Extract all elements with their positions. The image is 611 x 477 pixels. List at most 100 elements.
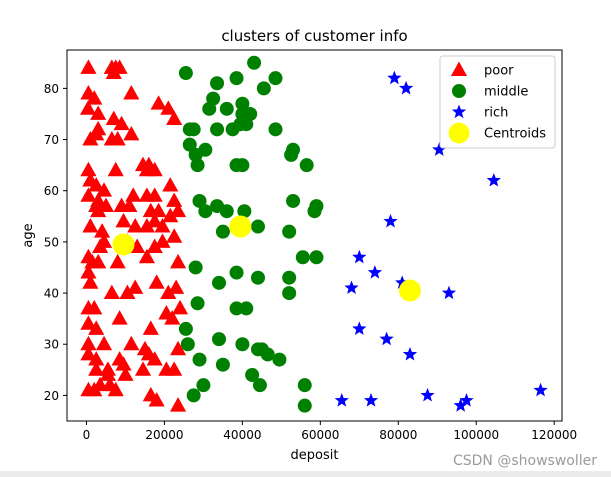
point-middle-2 xyxy=(229,71,244,86)
point-middle-61 xyxy=(252,378,267,393)
point-middle-18 xyxy=(268,122,283,137)
point-middle-8 xyxy=(219,101,234,116)
point-middle-43 xyxy=(309,250,324,265)
point-middle-60 xyxy=(245,367,260,382)
point-poor-70 xyxy=(127,279,144,294)
point-poor-47 xyxy=(94,223,111,238)
point-rich-11 xyxy=(379,331,394,346)
point-poor-83 xyxy=(80,335,97,351)
point-poor-19 xyxy=(160,100,177,115)
point-middle-7 xyxy=(206,91,221,106)
legend-marker-middle xyxy=(452,84,466,98)
y-axis-ticks: 20 30 40 50 60 70 80 xyxy=(44,82,67,403)
point-middle-4 xyxy=(268,71,283,86)
watermark: CSDN @showswoller xyxy=(452,453,597,469)
x-tick-label: 40000 xyxy=(223,428,261,442)
point-poor-84 xyxy=(95,335,113,351)
chart-title: clusters of customer info xyxy=(221,27,407,45)
point-rich-9 xyxy=(441,285,457,300)
point-middle-50 xyxy=(178,321,193,336)
point-middle-58 xyxy=(192,352,207,367)
point-middle-28 xyxy=(192,193,207,208)
y-tick-label: 80 xyxy=(44,82,59,96)
y-tick-label: 20 xyxy=(44,389,59,403)
y-tick-label: 60 xyxy=(44,184,59,198)
point-poor-17 xyxy=(123,125,140,141)
point-rich-6 xyxy=(367,265,383,279)
x-tick-label: 100000 xyxy=(453,428,499,442)
point-poor-103 xyxy=(99,366,117,381)
point-middle-13 xyxy=(186,122,201,137)
point-poor-69 xyxy=(119,284,136,300)
point-centroids-0 xyxy=(112,233,135,256)
point-centroids-2 xyxy=(398,279,421,302)
point-poor-107 xyxy=(148,392,165,407)
point-poor-105 xyxy=(107,381,124,397)
point-centroids-1 xyxy=(229,215,252,238)
point-middle-56 xyxy=(272,352,287,367)
y-tick-label: 50 xyxy=(44,235,59,249)
point-poor-37 xyxy=(125,187,142,202)
point-middle-9 xyxy=(235,96,250,111)
point-middle-33 xyxy=(286,193,301,208)
legend-box xyxy=(439,55,556,149)
x-axis-label: deposit xyxy=(291,448,339,463)
point-poor-11 xyxy=(113,115,130,131)
point-poor-44 xyxy=(162,207,179,223)
point-middle-46 xyxy=(212,275,227,290)
point-middle-27 xyxy=(299,158,314,173)
legend-marker-rich xyxy=(451,104,467,119)
point-poor-87 xyxy=(80,345,97,361)
point-poor-65 xyxy=(138,248,155,264)
point-poor-14 xyxy=(82,131,99,146)
point-poor-40 xyxy=(162,177,179,192)
point-rich-3 xyxy=(486,172,501,187)
series-poor xyxy=(79,59,189,412)
legend: poor middle rich Centroids xyxy=(439,55,556,149)
point-rich-14 xyxy=(363,393,379,407)
y-tick-label: 40 xyxy=(44,287,59,301)
point-poor-78 xyxy=(111,310,128,325)
y-tick-label: 30 xyxy=(44,338,59,352)
point-poor-28 xyxy=(88,177,105,192)
point-poor-82 xyxy=(164,310,181,325)
point-middle-35 xyxy=(307,204,322,219)
point-poor-62 xyxy=(90,253,107,269)
point-poor-20 xyxy=(166,110,183,126)
point-poor-21 xyxy=(80,161,97,177)
point-poor-39 xyxy=(146,187,163,202)
point-middle-49 xyxy=(239,301,254,316)
point-middle-59 xyxy=(215,357,230,372)
point-poor-95 xyxy=(117,366,134,381)
point-poor-45 xyxy=(170,202,187,218)
point-poor-26 xyxy=(146,161,163,177)
x-tick-label: 0 xyxy=(83,428,91,442)
point-poor-57 xyxy=(146,238,163,253)
point-poor-50 xyxy=(138,218,155,233)
point-poor-29 xyxy=(95,182,113,197)
x-tick-label: 60000 xyxy=(301,428,339,442)
point-rich-7 xyxy=(395,275,410,289)
point-poor-7 xyxy=(123,84,140,100)
point-middle-17 xyxy=(239,117,254,132)
point-poor-18 xyxy=(150,95,167,110)
point-poor-75 xyxy=(86,299,103,315)
point-middle-62 xyxy=(196,378,211,393)
point-middle-3 xyxy=(247,55,262,70)
point-poor-10 xyxy=(105,110,122,126)
point-poor-9 xyxy=(90,105,107,120)
point-middle-47 xyxy=(190,296,205,311)
point-middle-37 xyxy=(250,219,265,234)
legend-label-poor: poor xyxy=(484,64,514,79)
legend-label-middle: middle xyxy=(484,85,528,100)
point-middle-42 xyxy=(295,250,310,265)
point-middle-45 xyxy=(282,286,297,301)
point-rich-8 xyxy=(344,280,359,295)
point-rich-17 xyxy=(459,393,474,407)
point-poor-58 xyxy=(154,233,171,248)
point-middle-64 xyxy=(297,378,312,393)
point-rich-2 xyxy=(432,142,447,156)
point-poor-66 xyxy=(170,253,187,269)
point-poor-68 xyxy=(103,284,120,300)
